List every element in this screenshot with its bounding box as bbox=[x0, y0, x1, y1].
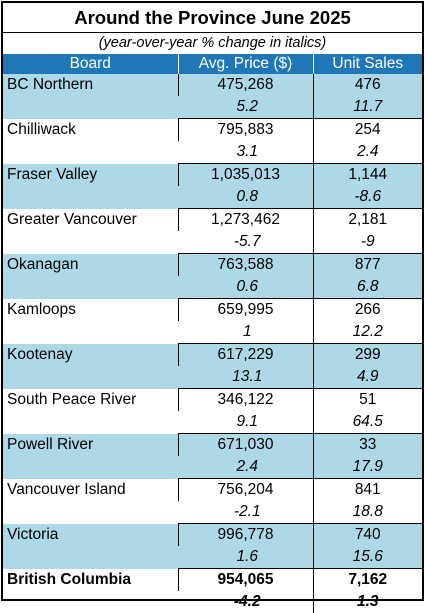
avg-price-change: 13.1 bbox=[178, 366, 313, 389]
data-table: Board Avg. Price ($) Unit Sales BC North… bbox=[3, 54, 422, 613]
board-name: Vancouver Island bbox=[3, 479, 178, 524]
unit-sales: 2,181 bbox=[313, 209, 422, 232]
avg-price: 996,778 bbox=[178, 524, 313, 547]
avg-price: 1,035,013 bbox=[178, 164, 313, 187]
board-name: Kootenay bbox=[3, 344, 178, 389]
header-row: Board Avg. Price ($) Unit Sales bbox=[3, 54, 422, 74]
avg-price-change: -4.2 bbox=[178, 591, 313, 613]
unit-sales-change: 12.2 bbox=[313, 321, 422, 344]
board-name: Greater Vancouver bbox=[3, 209, 178, 254]
avg-price: 475,268 bbox=[178, 74, 313, 96]
unit-sales: 254 bbox=[313, 119, 422, 142]
avg-price-change: 9.1 bbox=[178, 411, 313, 434]
unit-sales: 740 bbox=[313, 524, 422, 547]
avg-price-change: -2.1 bbox=[178, 501, 313, 524]
board-name: Powell River bbox=[3, 434, 178, 479]
page-title: Around the Province June 2025 bbox=[3, 3, 422, 33]
unit-sales: 7,162 bbox=[313, 569, 422, 592]
unit-sales: 51 bbox=[313, 389, 422, 412]
unit-sales: 476 bbox=[313, 74, 422, 96]
unit-sales-change: 15.6 bbox=[313, 546, 422, 569]
unit-sales: 877 bbox=[313, 254, 422, 277]
avg-price: 954,065 bbox=[178, 569, 313, 592]
avg-price: 346,122 bbox=[178, 389, 313, 412]
avg-price: 659,995 bbox=[178, 299, 313, 322]
table-frame: Around the Province June 2025 (year-over… bbox=[1, 1, 424, 601]
unit-sales-change: 1.3 bbox=[313, 591, 422, 613]
unit-sales-change: 4.9 bbox=[313, 366, 422, 389]
unit-sales: 841 bbox=[313, 479, 422, 502]
avg-price: 671,030 bbox=[178, 434, 313, 457]
unit-sales: 299 bbox=[313, 344, 422, 367]
board-name: British Columbia bbox=[3, 569, 178, 613]
avg-price-change: 5.2 bbox=[178, 96, 313, 119]
avg-price-change: 0.8 bbox=[178, 186, 313, 209]
board-name: Fraser Valley bbox=[3, 164, 178, 209]
board-name: Okanagan bbox=[3, 254, 178, 299]
avg-price-change: 0.6 bbox=[178, 276, 313, 299]
board-name: Chilliwack bbox=[3, 119, 178, 164]
avg-price-change: 2.4 bbox=[178, 456, 313, 479]
avg-price-change: 1 bbox=[178, 321, 313, 344]
unit-sales-change: 11.7 bbox=[313, 96, 422, 119]
avg-price: 756,204 bbox=[178, 479, 313, 502]
header-unit-sales: Unit Sales bbox=[313, 54, 422, 74]
avg-price-change: 3.1 bbox=[178, 141, 313, 164]
board-name: South Peace River bbox=[3, 389, 178, 434]
board-name: Kamloops bbox=[3, 299, 178, 344]
unit-sales-change: 6.8 bbox=[313, 276, 422, 299]
header-avg-price: Avg. Price ($) bbox=[178, 54, 313, 74]
avg-price: 763,588 bbox=[178, 254, 313, 277]
unit-sales-change: -8.6 bbox=[313, 186, 422, 209]
unit-sales-change: 17.9 bbox=[313, 456, 422, 479]
page-subtitle: (year-over-year % change in italics) bbox=[3, 33, 422, 54]
avg-price-change: -5.7 bbox=[178, 231, 313, 254]
avg-price: 795,883 bbox=[178, 119, 313, 142]
unit-sales: 1,144 bbox=[313, 164, 422, 187]
board-name: BC Northern bbox=[3, 74, 178, 119]
board-name: Victoria bbox=[3, 524, 178, 569]
unit-sales-change: 2.4 bbox=[313, 141, 422, 164]
unit-sales-change: -9 bbox=[313, 231, 422, 254]
unit-sales: 266 bbox=[313, 299, 422, 322]
avg-price: 617,229 bbox=[178, 344, 313, 367]
header-board: Board bbox=[3, 54, 178, 74]
avg-price: 1,273,462 bbox=[178, 209, 313, 232]
avg-price-change: 1.6 bbox=[178, 546, 313, 569]
unit-sales-change: 18.8 bbox=[313, 501, 422, 524]
unit-sales-change: 64.5 bbox=[313, 411, 422, 434]
unit-sales: 33 bbox=[313, 434, 422, 457]
